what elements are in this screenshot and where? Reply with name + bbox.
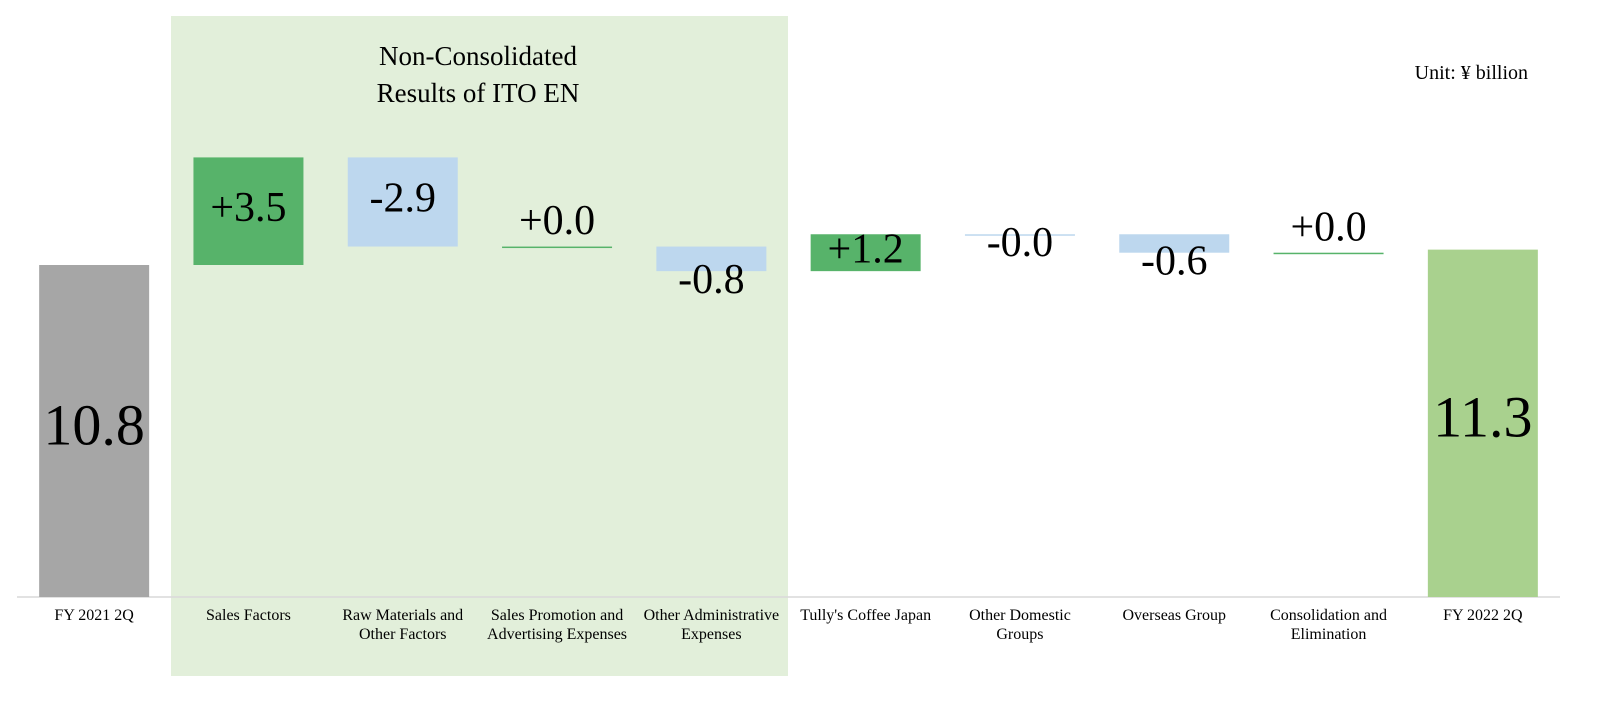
value-label: 11.3: [1433, 385, 1532, 450]
bar: [347, 157, 458, 247]
value-label: +1.2: [828, 226, 904, 272]
bar: [502, 246, 613, 249]
value-label: +0.0: [519, 198, 595, 244]
value-label: +0.0: [1290, 204, 1366, 250]
x-tick-label: Sales Factors: [206, 607, 291, 624]
annotation: Non-Consolidated Results of ITO EN: [376, 41, 580, 108]
highlight-region: [171, 16, 788, 676]
value-label: +3.5: [210, 185, 286, 231]
unit-label: Unit: ¥ billion: [1414, 62, 1528, 84]
bar: [39, 265, 150, 597]
x-tick-label: FY 2021 2Q: [54, 607, 134, 624]
bar: [193, 157, 304, 265]
bar: [810, 234, 921, 272]
value-label: -0.8: [678, 257, 745, 303]
x-tick-label: FY 2022 2Q: [1443, 607, 1523, 624]
bar: [1119, 234, 1230, 253]
x-tick-label: Raw Materials and Other Factors: [342, 607, 464, 643]
x-tick-label: Sales Promotion and Advertising Expenses: [487, 607, 628, 643]
x-tick-label: Tully's Coffee Japan: [800, 607, 932, 624]
value-label: -0.0: [987, 220, 1054, 266]
value-label: -0.6: [1141, 238, 1208, 284]
x-tick-label: Other Administrative Expenses: [643, 607, 780, 643]
bar: [656, 246, 767, 272]
x-tick-label: Other Domestic Groups: [969, 607, 1071, 643]
value-label: 10.8: [43, 392, 145, 457]
x-tick-label: Consolidation and Elimination: [1270, 607, 1387, 643]
x-tick-label: Overseas Group: [1122, 607, 1227, 624]
value-label: -2.9: [370, 176, 437, 222]
bar: [1273, 252, 1384, 255]
bar: [964, 234, 1075, 236]
bar: [1427, 249, 1538, 597]
